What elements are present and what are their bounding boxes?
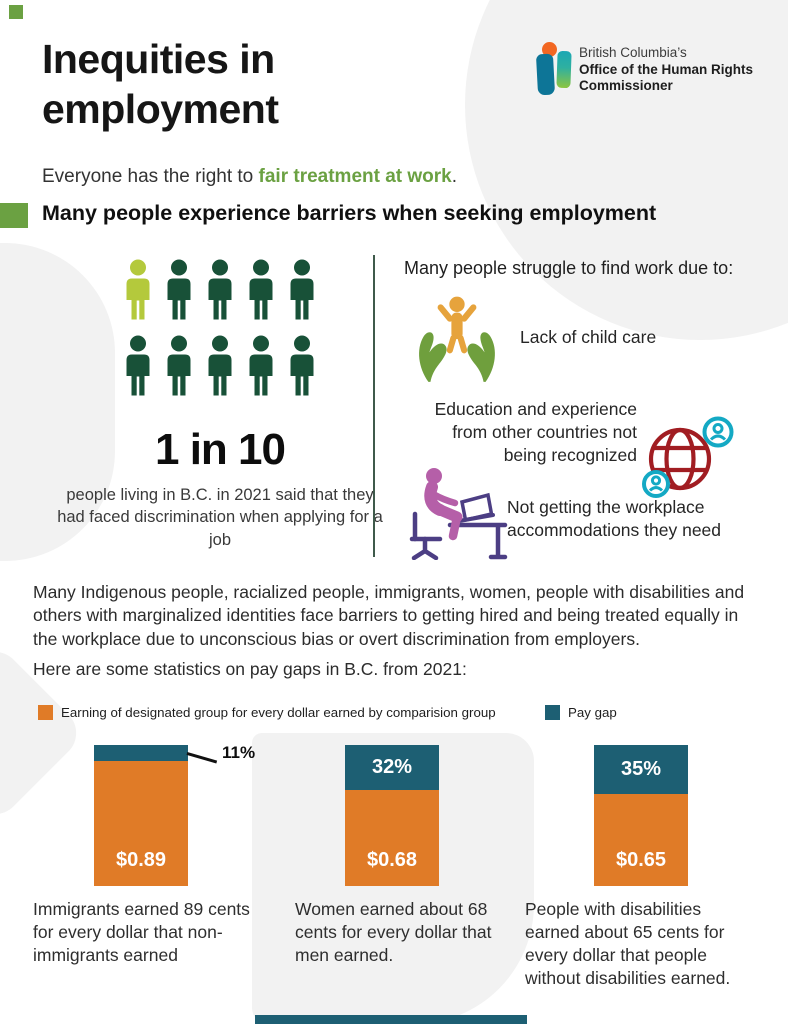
legend-label-paygap: Pay gap bbox=[568, 705, 617, 720]
person-icon bbox=[163, 335, 195, 397]
stat-block: 1 in 10 people living in B.C. in 2021 sa… bbox=[55, 425, 385, 551]
pay-gap-bar: $0.89 bbox=[94, 745, 188, 886]
brand-accent-square bbox=[9, 5, 23, 19]
stat-caption: people living in B.C. in 2021 said that … bbox=[57, 486, 383, 549]
person-icon bbox=[163, 259, 195, 321]
bar-gap-segment: 35% bbox=[594, 745, 688, 794]
earning-amount-label: $0.68 bbox=[366, 849, 418, 871]
background-blob-left bbox=[0, 243, 115, 561]
logo-figure-dark bbox=[535, 53, 556, 96]
footer-accent-bar bbox=[255, 1015, 527, 1024]
bar-gap-segment: 32% bbox=[345, 745, 439, 790]
bar-caption: People with disabilities earned about 65… bbox=[525, 899, 731, 989]
stats-intro: Here are some statistics on pay gaps in … bbox=[33, 659, 467, 679]
bar-earning-segment: $0.65 bbox=[594, 794, 688, 886]
barriers-heading: Many people struggle to find work due to… bbox=[404, 258, 734, 278]
bar-gap-segment bbox=[94, 745, 188, 761]
callout-line bbox=[186, 752, 218, 763]
workplace-accommodation-icon bbox=[409, 468, 508, 560]
person-icon bbox=[204, 259, 236, 321]
logo-line1: British Columbia’s bbox=[579, 45, 687, 60]
bar-caption: Immigrants earned 89 cents for every dol… bbox=[33, 899, 250, 966]
globe-credentials-icon bbox=[642, 416, 734, 498]
intro-prefix: Everyone has the right to bbox=[42, 166, 259, 187]
earning-amount-label: $0.89 bbox=[115, 849, 167, 871]
big-stat: 1 in 10 bbox=[155, 425, 286, 474]
intro-highlight: fair treatment at work bbox=[258, 166, 452, 187]
bar-earning-segment: $0.68 bbox=[345, 790, 439, 886]
column-divider bbox=[373, 255, 375, 557]
body-paragraph: Many Indigenous people, racialized peopl… bbox=[33, 582, 745, 649]
section-heading: Many people experience barriers when see… bbox=[42, 201, 657, 225]
person-icon bbox=[122, 259, 154, 321]
page-title: Inequities in employment bbox=[42, 36, 279, 133]
bar-caption: Women earned about 68 cents for every do… bbox=[295, 899, 492, 966]
person-icon bbox=[286, 259, 318, 321]
logo-line3: Commissioner bbox=[579, 78, 673, 94]
gap-percent-label: 11% bbox=[222, 743, 256, 762]
barrier-label-childcare: Lack of child care bbox=[520, 327, 657, 347]
childcare-icon bbox=[419, 296, 495, 382]
person-icon bbox=[286, 335, 318, 397]
barrier-label-credentials: Education and experience from other coun… bbox=[434, 399, 637, 465]
logo-line2: Office of the Human Rights bbox=[579, 61, 754, 77]
pay-gap-bar: 35% $0.65 bbox=[594, 745, 688, 886]
pay-gap-bar: 32% $0.68 bbox=[345, 745, 439, 886]
intro-suffix: . bbox=[451, 166, 458, 187]
person-icon bbox=[122, 335, 154, 397]
person-icon bbox=[245, 335, 277, 397]
org-logo: British Columbia’s Office of the Human R… bbox=[535, 42, 777, 102]
barrier-label-accommodation: Not getting the workplace accommodations… bbox=[507, 497, 722, 540]
legend-swatch bbox=[38, 705, 53, 720]
intro-line: Everyone has the right to fair treatment… bbox=[42, 166, 457, 188]
person-icon bbox=[204, 335, 236, 397]
logo-figure-light bbox=[556, 50, 572, 89]
bar-earning-segment: $0.89 bbox=[94, 761, 188, 886]
section-accent-square bbox=[0, 203, 28, 228]
logo-sun-icon bbox=[542, 42, 557, 57]
earning-amount-label: $0.65 bbox=[615, 849, 667, 871]
person-icon bbox=[245, 259, 277, 321]
legend-label-earning: Earning of designated group for every do… bbox=[61, 705, 496, 720]
logo-text: British Columbia’s Office of the Human R… bbox=[579, 45, 753, 95]
legend-item-earning: Earning of designated group for every do… bbox=[38, 705, 496, 720]
people-pictogram bbox=[122, 259, 318, 397]
legend-item-paygap: Pay gap bbox=[545, 705, 617, 720]
logo-mark-icon bbox=[535, 42, 575, 98]
legend-swatch bbox=[545, 705, 560, 720]
